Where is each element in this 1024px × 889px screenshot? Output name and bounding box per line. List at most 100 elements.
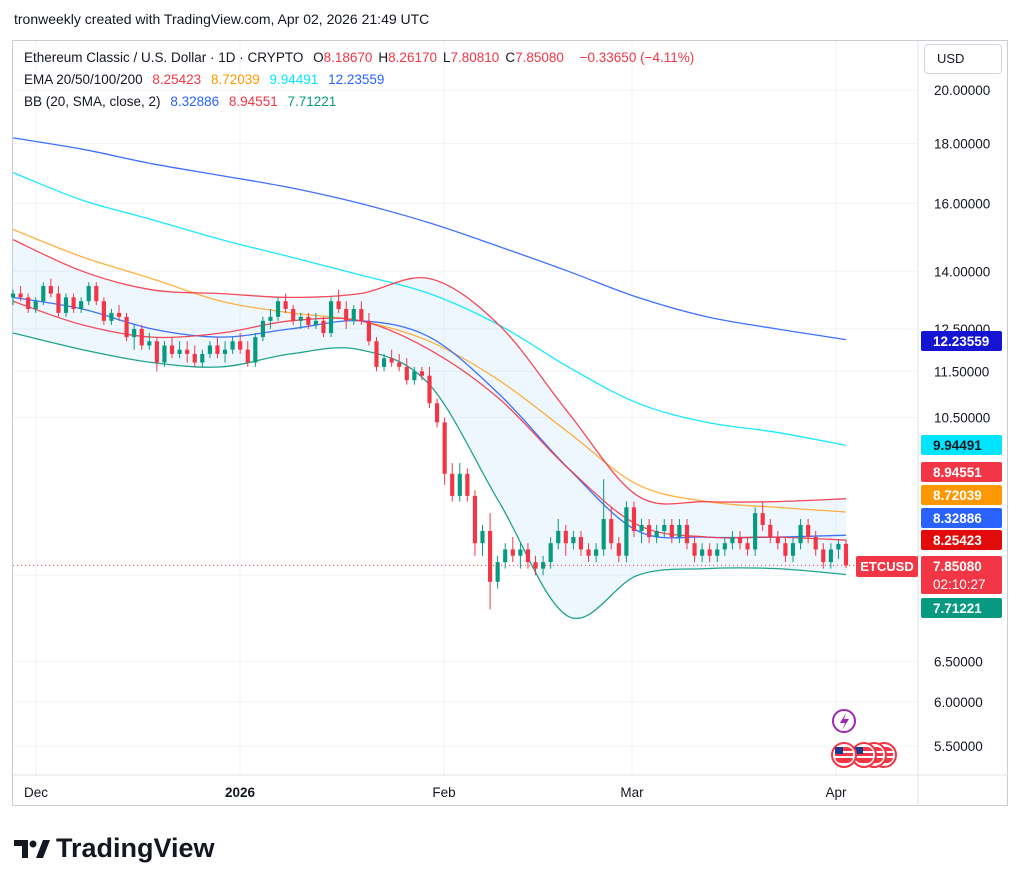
lightning-icon-glyph — [840, 713, 849, 730]
candle-body — [26, 297, 31, 309]
price-badge-etcusd: 7.85080 02:10:27 — [921, 556, 1002, 594]
candle-body — [381, 358, 387, 367]
currency-selector[interactable]: USD — [924, 44, 1002, 74]
candle-body — [344, 308, 349, 321]
candle-body — [200, 353, 205, 363]
candle-body — [351, 308, 356, 321]
candle-body — [18, 293, 23, 298]
price-badge-value: 8.32886 — [933, 511, 982, 526]
candle-body — [238, 341, 243, 350]
ema100-line — [12, 171, 847, 447]
price-axis-labels: 20.0000018.0000016.0000014.0000012.50000… — [934, 83, 990, 754]
candle-body — [836, 543, 841, 550]
candle-body — [147, 341, 152, 346]
candle-body — [101, 301, 106, 321]
candle-body — [503, 549, 508, 563]
legend-ohlc-o-value: 8.18670 — [323, 50, 373, 65]
price-badge-value: 8.94551 — [933, 465, 982, 480]
candle-body — [616, 543, 621, 556]
candle-body — [700, 549, 705, 556]
candle-body — [374, 341, 379, 367]
legend-bb-row: BB (20, SMA, close, 2) 8.32886 8.94551 7… — [24, 94, 342, 109]
event-markers — [831, 709, 897, 768]
price-badge-bb-basis: 8.32886 — [921, 508, 1002, 528]
candle-body — [419, 371, 425, 376]
tradingview-logo-icon — [14, 839, 50, 858]
ema20-line — [12, 300, 847, 541]
candle-body — [442, 422, 447, 474]
candle-body — [495, 562, 500, 582]
candle-body — [813, 537, 818, 550]
price-axis-label: 6.00000 — [934, 695, 983, 710]
candle-body — [192, 353, 197, 363]
legend-ohlc-o-label: O — [313, 50, 324, 65]
us-flag-icon-canton — [855, 747, 863, 754]
legend-ema-label: EMA 20/50/100/200 — [24, 72, 143, 87]
candle-body — [10, 293, 16, 298]
time-axis-label: Mar — [620, 785, 644, 800]
tradingview-logo-text: TradingView — [56, 833, 215, 863]
legend-ohlc-h-value: 8.26170 — [388, 50, 437, 65]
candle-body — [541, 562, 546, 569]
candle-body — [162, 345, 167, 363]
candle-body — [215, 345, 220, 354]
candle-body — [79, 301, 84, 309]
legend-ohlc-h-label: H — [378, 50, 389, 65]
candle-body — [745, 543, 750, 550]
us-flag-icon-canton — [835, 747, 843, 754]
price-badge-ema-20: 8.25423 — [921, 530, 1002, 550]
candle-body — [185, 349, 190, 354]
tradingview-logo: TradingView — [14, 833, 215, 864]
candle-body — [753, 513, 758, 550]
legend-ema20: 8.25423 — [152, 72, 202, 87]
countdown-timer: 02:10:27 — [933, 577, 986, 592]
candle-body — [222, 349, 228, 354]
legend-ema50: 8.72039 — [210, 72, 260, 87]
time-axis-label: Apr — [825, 785, 847, 800]
candle-body — [298, 316, 303, 321]
price-badge-bg — [921, 331, 1002, 351]
chart-frame — [12, 40, 1008, 806]
candle-body — [465, 473, 470, 496]
price-badge-bg — [921, 530, 1002, 550]
candle-body — [707, 549, 712, 556]
legend-bb-lower: 7.71221 — [287, 94, 337, 109]
candle-body — [843, 543, 849, 566]
price-axis-label: 20.00000 — [934, 83, 990, 98]
candle-body — [806, 524, 811, 538]
price-badge-bg — [921, 556, 1002, 594]
candle-body — [472, 495, 478, 544]
candle-body — [457, 473, 462, 496]
us-flag-icon — [831, 742, 857, 768]
candle-body — [639, 524, 644, 531]
candle-body — [783, 543, 788, 556]
time-axis-label: 2026 — [225, 785, 256, 800]
candle-body — [169, 345, 175, 354]
price-axis-label: 11.50000 — [934, 364, 989, 379]
candle-body — [245, 349, 250, 363]
candle-body — [737, 537, 743, 544]
candle-body — [177, 349, 182, 354]
price-badge-value: 8.25423 — [933, 533, 982, 548]
time-axis-label: Feb — [432, 785, 455, 800]
price-axis-label: 18.00000 — [934, 137, 990, 152]
price-axis-label: 10.50000 — [934, 411, 990, 426]
candle-body — [548, 543, 553, 563]
price-axis-label: 6.50000 — [934, 654, 983, 669]
candle-body — [662, 524, 667, 531]
candle-body — [828, 549, 833, 563]
candle-body — [154, 341, 159, 363]
legend-ohlc-c-value: 7.85080 — [515, 50, 564, 65]
candle-body — [41, 286, 46, 302]
price-badge-bb-lower: 7.71221 — [921, 598, 1002, 618]
candle-body — [624, 507, 629, 556]
legend-ohlc: O8.18670 H8.26170 L7.80810 C7.85080 — [313, 50, 570, 65]
candle-body — [434, 403, 440, 423]
grid-lines — [13, 41, 918, 775]
candle-body — [321, 320, 326, 333]
price-badge-value: 8.72039 — [933, 488, 982, 503]
candle-body — [533, 562, 538, 569]
price-axis-label: 16.00000 — [934, 196, 990, 211]
candle-body — [71, 297, 76, 309]
